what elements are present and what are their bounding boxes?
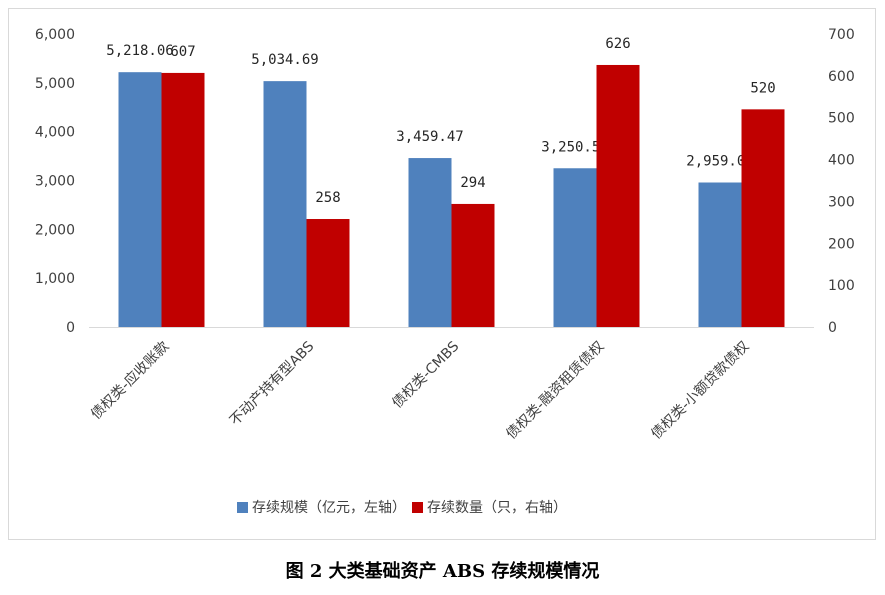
bar-scale [263, 81, 307, 327]
bar-count [451, 203, 495, 327]
y-left-tick-label: 0 [66, 320, 75, 336]
bar-scale [408, 158, 452, 327]
y-right-tick-label: 400 [828, 153, 855, 169]
data-label-scale: 2,959.03 [686, 154, 753, 170]
legend-label: 存续数量（只，右轴） [427, 499, 567, 516]
chart-svg: 0 1,000 2,000 3,000 4,000 5,000 6,000 0 100 200 30… [35, 27, 855, 516]
y-right-tick-label: 100 [828, 278, 855, 294]
y-left-tick-label: 3,000 [35, 174, 75, 190]
y-right-tick-label: 300 [828, 194, 855, 210]
bar-scale [118, 72, 162, 327]
bar-count [306, 219, 350, 327]
y-left-tick-label: 1,000 [35, 271, 75, 287]
bar-scale [553, 168, 597, 327]
y-right-tick-label: 200 [828, 236, 855, 252]
data-label-count: 520 [750, 80, 775, 96]
x-category-label: 不动产持有型ABS [227, 338, 317, 428]
x-category-label: 债权类-CMBS [389, 338, 462, 411]
data-label-scale: 3,250.57 [541, 139, 608, 155]
bar-count [161, 72, 205, 327]
data-label-count: 294 [460, 175, 485, 191]
data-label-scale: 3,459.47 [396, 129, 463, 145]
x-category-label: 债权类-应收账款 [87, 338, 172, 423]
data-label-scale: 5,218.06 [106, 43, 173, 59]
x-category-label: 债权类-小额贷款债权 [648, 339, 752, 443]
chart-frame: 0 1,000 2,000 3,000 4,000 5,000 6,000 0 100 200 30… [8, 8, 876, 540]
x-category-label: 债权类-融资租赁债权 [503, 339, 607, 443]
data-label-count: 258 [315, 190, 340, 206]
data-label-count: 626 [605, 36, 630, 52]
y-left-tick-label: 6,000 [35, 27, 75, 43]
y-right-tick-label: 500 [828, 111, 855, 127]
y-right-tick-label: 700 [828, 27, 855, 43]
figure-caption: 图 2 大类基础资产 ABS 存续规模情况 [285, 561, 600, 582]
y-left-tick-label: 4,000 [35, 125, 75, 141]
legend-swatch [237, 502, 248, 513]
data-label-count: 607 [170, 44, 195, 60]
y-left-tick-label: 5,000 [35, 76, 75, 92]
y-right-tick-label: 0 [828, 320, 837, 336]
y-left-tick-label: 2,000 [35, 222, 75, 238]
y-right-tick-label: 600 [828, 69, 855, 85]
legend-swatch [412, 502, 423, 513]
bar-count [596, 64, 640, 327]
data-label-scale: 5,034.69 [251, 52, 318, 68]
bar-scale [698, 182, 742, 327]
bar-count [741, 109, 785, 327]
legend-label: 存续规模（亿元，左轴） [252, 499, 406, 516]
